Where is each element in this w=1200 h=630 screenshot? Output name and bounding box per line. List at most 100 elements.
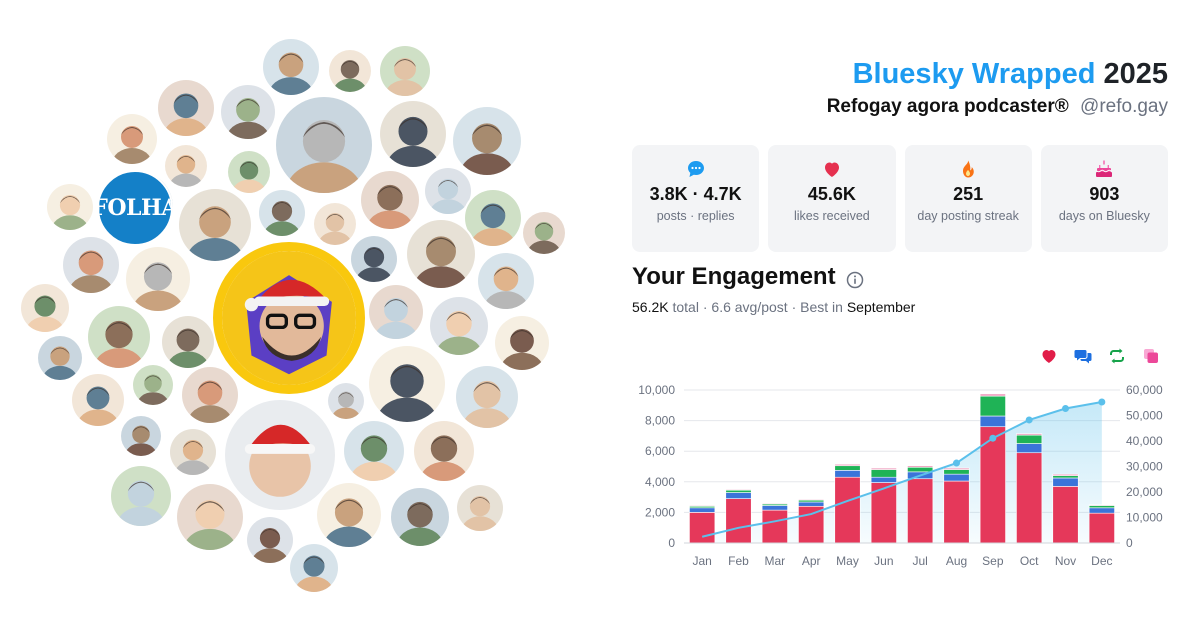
user-handle: @refo.gay — [1080, 96, 1168, 117]
folha-logo-text: FOLHA — [99, 195, 173, 221]
avatar — [45, 182, 95, 232]
y2-tick-label: 20,000 — [1126, 485, 1163, 499]
avatar — [326, 381, 366, 421]
avatar — [36, 334, 84, 382]
x-tick-label: May — [836, 554, 859, 568]
bar-segment — [798, 505, 825, 544]
bar-segment — [1016, 452, 1043, 544]
bar-segment — [1052, 473, 1079, 476]
bar-segment — [870, 482, 897, 544]
stat-label: likes received — [794, 209, 870, 223]
bar-segment — [870, 467, 897, 470]
cumulative-line — [701, 401, 1103, 538]
y-tick-label: 6,000 — [645, 444, 675, 458]
repost-icon[interactable] — [1108, 347, 1126, 365]
y2-tick-label: 50,000 — [1126, 409, 1163, 423]
engagement-title: Your Engagement — [632, 263, 1168, 291]
bar-segment — [725, 498, 752, 544]
avatar — [315, 481, 383, 549]
engagement-summary: 56.2K total · 6.6 avg/post · Best in Sep… — [632, 299, 1168, 315]
cumulative-point — [1098, 398, 1106, 406]
avatar — [288, 542, 340, 594]
bar-segment — [1052, 486, 1079, 544]
avatar — [180, 365, 240, 425]
cake-icon — [1094, 159, 1114, 179]
heart-icon — [822, 159, 842, 179]
x-tick-label: Dec — [1091, 554, 1112, 568]
avatar — [160, 314, 216, 370]
avatar — [312, 201, 358, 247]
bar-segment — [1088, 505, 1115, 509]
avatar — [463, 188, 523, 248]
bar-segment — [725, 492, 752, 499]
bar-segment — [1088, 504, 1115, 506]
x-tick-label: Jan — [692, 554, 711, 568]
stat-card-likes: 45.6K likes received — [768, 145, 896, 252]
x-tick-label: Oct — [1020, 554, 1039, 568]
avatar — [412, 419, 476, 483]
separator: · — [702, 299, 708, 315]
avatar — [175, 482, 245, 552]
display-name: Refogay agora podcaster® — [826, 96, 1069, 117]
x-tick-label: Jun — [874, 554, 893, 568]
avatar — [274, 95, 374, 195]
avatar — [342, 419, 406, 483]
folha-logo-avatar: FOLHA — [97, 170, 173, 246]
bar-segment — [834, 476, 861, 544]
quote-icon[interactable] — [1142, 347, 1160, 365]
bar-segment — [798, 501, 825, 507]
stat-card-days: 903 days on Bluesky — [1040, 145, 1168, 252]
page-title: Bluesky Wrapped 2025 — [827, 56, 1168, 92]
cumulative-point — [989, 434, 997, 442]
x-tick-label: Feb — [728, 554, 749, 568]
engagement-section: Your Engagement 56.2K total · 6.6 avg/po… — [632, 263, 1168, 315]
avatar — [124, 245, 192, 313]
avatar — [521, 210, 567, 256]
x-tick-label: Mar — [764, 554, 785, 568]
bar-segment — [725, 489, 752, 491]
reply-bubbles-icon[interactable] — [1074, 347, 1092, 365]
separator: · — [791, 299, 797, 315]
avatar — [19, 282, 71, 334]
avatar — [367, 344, 447, 424]
avatar — [163, 143, 209, 189]
speech-bubble-icon — [686, 159, 706, 179]
bar-segment — [979, 393, 1006, 397]
bar-segment — [1052, 475, 1079, 479]
flame-icon — [958, 159, 978, 179]
stat-value: 3.8K · 4.7K — [649, 184, 742, 204]
bar-segment — [761, 502, 788, 505]
wrapped-header: Bluesky Wrapped 2025 Refogay agora podca… — [827, 56, 1168, 120]
avatar — [359, 169, 421, 231]
avatar — [455, 483, 505, 533]
stat-value: 45.6K — [807, 184, 856, 204]
bar-segment — [761, 509, 788, 544]
heart-icon[interactable] — [1040, 347, 1058, 365]
engagement-avg: 6.6 avg/post — [711, 299, 788, 315]
stat-value: 251 — [953, 184, 984, 204]
bar-segment — [943, 469, 970, 475]
x-tick-label: Nov — [1055, 554, 1076, 568]
avatar — [367, 283, 425, 341]
bar-segment — [943, 480, 970, 544]
bar-segment — [798, 499, 825, 501]
avatar — [219, 83, 277, 141]
bar-segment — [834, 465, 861, 471]
avatar — [261, 37, 321, 97]
stat-label: posts · replies — [656, 209, 735, 223]
avatar — [70, 372, 126, 428]
stat-card-posts: 3.8K · 4.7K posts · replies — [632, 145, 760, 252]
y-tick-label: 0 — [668, 536, 675, 550]
info-icon[interactable] — [846, 268, 864, 289]
avatar — [168, 427, 218, 477]
avatar — [378, 99, 448, 169]
santa-avatar — [223, 398, 337, 512]
bar-segment — [834, 470, 861, 478]
avatar-cloud: FOLHA — [19, 37, 567, 594]
x-tick-label: Aug — [946, 554, 967, 568]
cumulative-point — [1062, 404, 1069, 412]
avatar — [245, 515, 295, 565]
stat-label: days on Bluesky — [1058, 209, 1150, 223]
bar-segment — [689, 512, 716, 544]
bar-segment — [979, 415, 1006, 428]
